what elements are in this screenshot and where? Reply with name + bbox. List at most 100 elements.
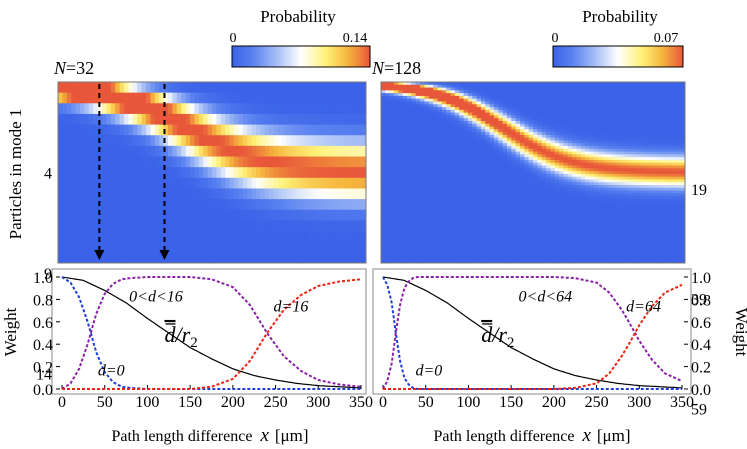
heatmap-cell (344, 188, 349, 200)
heatmap-cell (260, 209, 266, 222)
heatmap-cell (528, 93, 534, 97)
heatmap-cell (317, 220, 323, 232)
heatmap-cell (546, 87, 551, 91)
heatmap-cell (381, 221, 386, 225)
heatmap-cell (580, 210, 586, 214)
heatmap-cell (437, 82, 443, 86)
heatmap-cell (420, 215, 426, 220)
heatmap-cell (62, 231, 68, 243)
heatmap-cell (415, 107, 421, 111)
heatmap-cell (541, 90, 547, 94)
heatmap-cell (654, 112, 660, 117)
heatmap-cell (667, 173, 673, 178)
heatmap-cell (424, 196, 430, 200)
heatmap-cell (93, 156, 99, 168)
heatmap-cell (493, 229, 499, 233)
heatmap-cell (572, 123, 578, 128)
heatmap-cell (229, 188, 235, 200)
heatmap-cell (606, 148, 612, 153)
heatmap-cell (411, 159, 417, 164)
heatmap-cell (407, 101, 412, 105)
heatmap-cell (124, 156, 129, 168)
heatmap-cell (141, 124, 147, 136)
heatmap-cell (528, 221, 534, 225)
heatmap-cell (628, 210, 634, 214)
heatmap-cell (593, 190, 599, 194)
heatmap-cell (433, 226, 439, 231)
heatmap-cell (385, 165, 391, 169)
heatmap-cell (602, 137, 608, 142)
heatmap-cell (537, 143, 543, 147)
heatmap-cell (472, 115, 478, 119)
heatmap-cell (489, 118, 495, 122)
heatmap-cell (619, 82, 625, 86)
heatmap-cell (580, 93, 586, 97)
heatmap-cell (624, 224, 630, 228)
heatmap-cell (203, 199, 209, 211)
heatmap-cell (611, 207, 617, 211)
heatmap-cell (576, 137, 582, 142)
heatmap-cell (519, 146, 525, 150)
heatmap-cell (437, 182, 443, 186)
heatmap-cell (550, 198, 556, 203)
heatmap-cell (269, 82, 275, 94)
heatmap-cell (402, 132, 408, 136)
heatmap-cell (602, 93, 608, 97)
heatmap-cell (128, 199, 134, 211)
heatmap-cell (385, 157, 391, 161)
heatmap-cell (628, 134, 634, 139)
heatmap-cell (611, 176, 617, 181)
heatmap-cell (624, 168, 630, 172)
heatmap-cell (450, 98, 456, 103)
heatmap-cell (663, 173, 669, 178)
heatmap-left-frame (57, 81, 367, 264)
heatmap-cell (585, 126, 591, 130)
heatmap-cell (58, 103, 63, 115)
heatmap-cell (546, 162, 551, 167)
heatmap-cell (502, 134, 508, 139)
heatmap-cell (344, 92, 349, 104)
heatmap-cell (459, 107, 465, 111)
heatmap-cell (66, 220, 72, 232)
heatmap-cell (567, 143, 573, 147)
heatmap-cell (554, 221, 560, 225)
heatmap-cell (172, 188, 178, 200)
heatmap-cell (567, 218, 573, 222)
heatmap-cell (428, 193, 434, 197)
heatmap-cell (433, 198, 439, 203)
heatmap-cell (576, 98, 582, 103)
heatmap-cell (441, 182, 447, 186)
heatmap-cell (411, 176, 417, 181)
heatmap-cell (524, 151, 530, 155)
heatmap-cell (454, 151, 460, 155)
heatmap-cell (641, 229, 647, 233)
heatmap-cell (154, 135, 160, 147)
heatmap-cell (181, 113, 187, 126)
heatmap-cell (567, 132, 573, 136)
heatmap-cell (615, 84, 621, 89)
heatmap-cell (207, 199, 213, 211)
heatmap-cell (71, 252, 77, 263)
heatmap-cell (381, 182, 386, 186)
heatmap-cell (463, 93, 469, 97)
heatmap-cell (593, 229, 599, 233)
heatmap-cell (593, 171, 599, 175)
heatmap-cell (589, 137, 595, 142)
heatmap-cell (645, 126, 651, 130)
heatmap-cell (394, 120, 399, 125)
heatmap-cell (554, 95, 560, 100)
heatmap-cell (420, 157, 426, 161)
heatmap-cell (537, 151, 543, 155)
heatmap-cell (480, 193, 486, 197)
heatmap-cell (450, 218, 456, 222)
heatmap-cell (493, 129, 499, 133)
heatmap-cell (411, 182, 417, 186)
heatmap-cell (437, 207, 443, 211)
heatmap-cell (650, 154, 656, 158)
heatmap-cell (632, 118, 638, 122)
heatmap-cell (563, 98, 569, 103)
heatmap-cell (381, 207, 386, 211)
heatmap-cell (146, 167, 151, 179)
heatmap-cell (637, 120, 643, 125)
heatmap-cell (361, 103, 366, 115)
